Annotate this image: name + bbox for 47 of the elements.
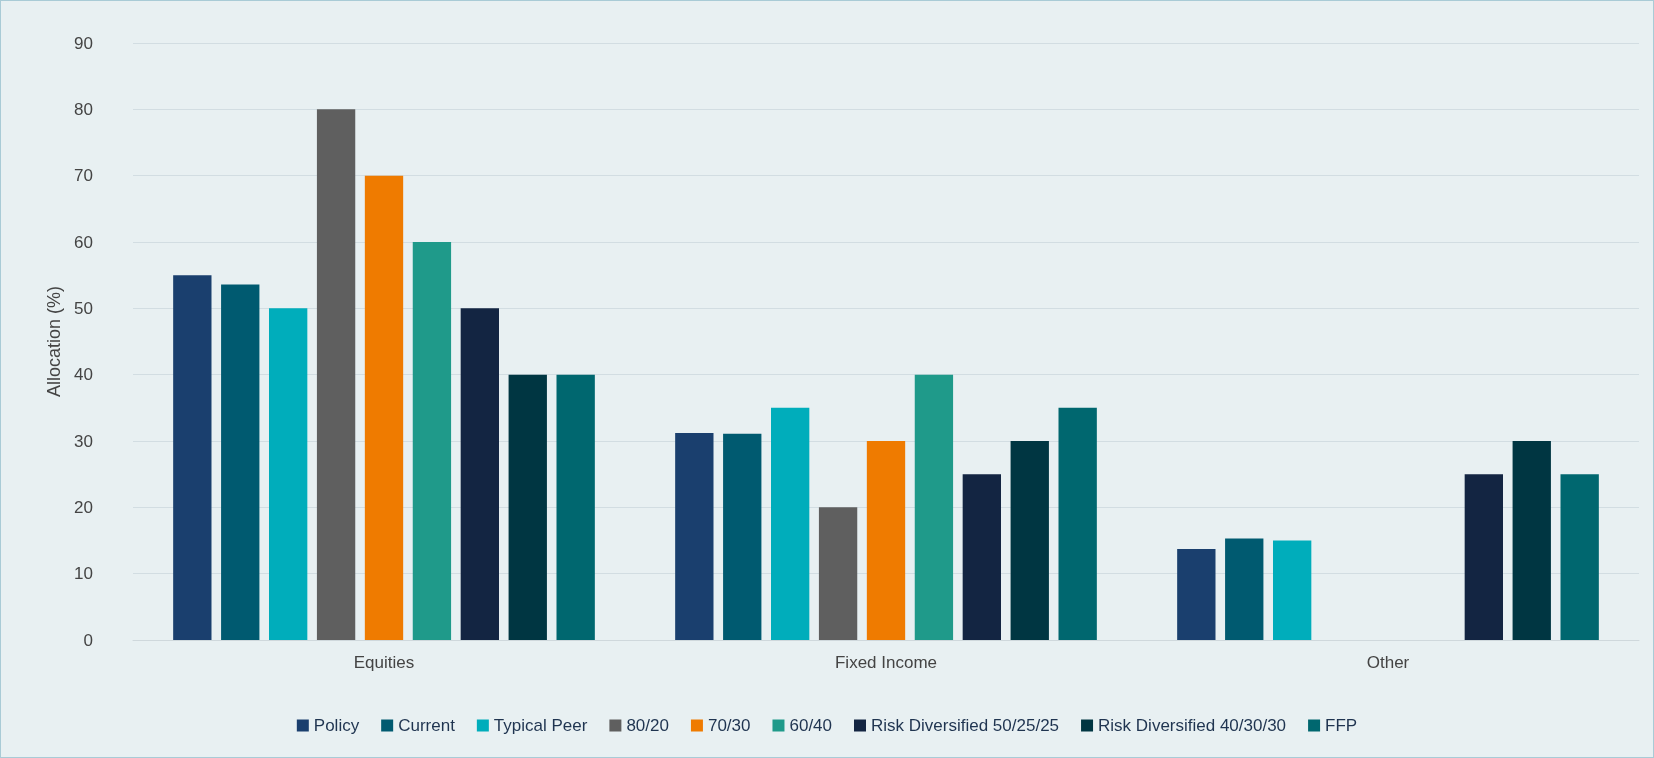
legend-label: FFP — [1325, 716, 1358, 735]
legend-label: 80/20 — [626, 716, 669, 735]
bar — [556, 374, 595, 640]
y-tick-label: 10 — [74, 564, 93, 584]
bar — [173, 275, 212, 640]
bar — [316, 109, 356, 640]
y-tick-label: 30 — [74, 431, 93, 451]
bar — [1464, 474, 1503, 640]
x-tick-label: Other — [1366, 653, 1410, 672]
bar — [771, 407, 810, 640]
bar — [508, 374, 547, 640]
bar — [914, 374, 954, 640]
bar — [221, 284, 260, 640]
legend-label: 60/40 — [789, 716, 833, 735]
y-tick-label: 90 — [74, 33, 93, 53]
bar — [1512, 441, 1551, 640]
bar — [818, 507, 858, 640]
bar — [1010, 441, 1049, 640]
x-tick-label: Equities — [353, 653, 415, 672]
legend-label: Risk Diversified 50/25/25 — [871, 716, 1060, 735]
bar — [269, 308, 308, 640]
legend-label: Current — [398, 716, 456, 735]
bar — [1273, 540, 1312, 640]
bar — [364, 175, 404, 640]
bar — [1560, 474, 1599, 640]
bar — [962, 474, 1001, 640]
bar — [460, 308, 499, 640]
legend-label: Risk Diversified 40/30/30 — [1098, 716, 1287, 735]
y-tick-label: 0 — [83, 630, 93, 650]
y-tick-label: 60 — [74, 232, 93, 252]
bar — [1225, 538, 1264, 640]
y-tick-label: 50 — [74, 298, 93, 318]
legend-label: 70/30 — [707, 716, 751, 735]
legend-label: Policy — [313, 716, 360, 735]
bar — [1058, 407, 1097, 640]
y-tick-label: 80 — [74, 99, 93, 119]
y-tick-label: 70 — [74, 166, 93, 186]
bar — [412, 242, 452, 640]
x-tick-label: Fixed Income — [834, 653, 938, 672]
y-tick-label: 40 — [74, 365, 93, 385]
bar — [1177, 549, 1216, 640]
bar — [866, 441, 906, 640]
y-axis-title: Allocation (%) — [44, 285, 65, 398]
legend-label: Typical Peer — [493, 716, 588, 735]
bar — [675, 433, 714, 640]
y-tick-label: 20 — [74, 497, 93, 517]
bar — [723, 433, 762, 640]
